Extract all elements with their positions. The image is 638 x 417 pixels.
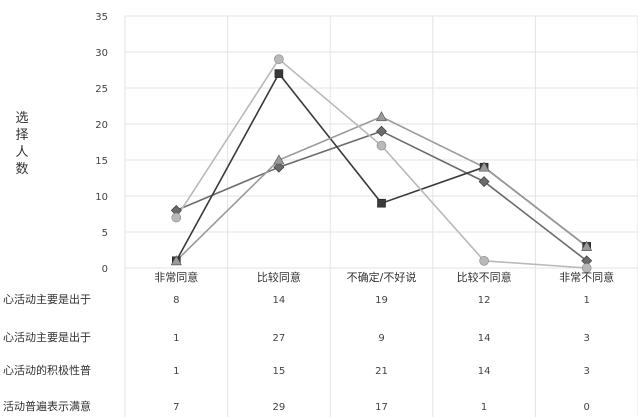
category-label: 比较同意	[257, 270, 301, 284]
table-cell: 17	[375, 402, 388, 413]
series-markers	[170, 54, 593, 273]
category-labels: 非常同意 比较同意 不确定/不好说 比较不同意 非常不同意	[154, 270, 614, 284]
y-axis-label-char: 择	[15, 128, 28, 143]
data-point-diamond	[273, 161, 285, 173]
y-tick-label: 30	[95, 48, 108, 59]
table-cell: 14	[478, 333, 491, 344]
data-point-circle	[581, 263, 592, 273]
table-cell: 7	[173, 402, 179, 413]
category-label: 非常不同意	[559, 270, 614, 284]
data-point-diamond	[478, 176, 490, 188]
table-cell: 12	[478, 295, 491, 306]
data-point-diamond	[376, 125, 387, 137]
y-axis-ticks: 0 5 10 15 20 25 30 35	[95, 12, 108, 275]
data-point-square	[377, 198, 386, 208]
table-row-label: 心活动主要是出于	[3, 330, 91, 344]
data-point-circle	[274, 54, 284, 65]
series-line	[175, 58, 587, 269]
y-tick-label: 15	[95, 156, 108, 167]
grid-lines	[124, 15, 638, 417]
table-cell: 27	[273, 333, 286, 344]
y-tick-label: 35	[95, 12, 108, 23]
series-lines	[175, 58, 588, 269]
table-row-label: 活动普遍表示满意	[3, 399, 91, 413]
data-point-circle	[376, 140, 387, 151]
table-cell: 0	[584, 402, 590, 413]
category-label: 比较不同意	[457, 270, 512, 284]
table-cell: 21	[375, 366, 388, 377]
data-point-triangle	[478, 161, 490, 172]
y-tick-label: 10	[95, 192, 108, 203]
y-tick-label: 0	[102, 264, 108, 275]
table-row-label: 心活动主要是出于	[3, 292, 91, 306]
table-cell: 1	[584, 295, 590, 306]
y-axis-label-char: 人	[15, 145, 28, 160]
data-point-circle	[479, 255, 489, 266]
table-cell: 29	[273, 402, 286, 413]
table-cell: 15	[273, 366, 286, 377]
table-row-label: 心活动的积极性普	[3, 363, 91, 377]
table-cell: 1	[481, 402, 487, 413]
data-point-triangle	[375, 111, 388, 122]
y-axis-label-char: 选	[15, 111, 28, 126]
series-line	[175, 72, 588, 262]
category-label: 不确定/不好说	[347, 270, 417, 284]
y-tick-label: 5	[102, 228, 108, 239]
data-point-square	[274, 69, 284, 78]
table-cell: 1	[173, 366, 179, 377]
table-cell: 3	[584, 333, 590, 344]
y-axis-label-char: 数	[15, 162, 28, 177]
table-cell: 8	[173, 295, 179, 306]
table-cell: 14	[478, 366, 491, 377]
y-tick-label: 20	[95, 120, 108, 131]
data-point-triangle	[273, 154, 285, 165]
category-label: 非常同意	[154, 270, 198, 284]
data-point-circle	[171, 212, 182, 223]
table-cell: 3	[584, 366, 590, 377]
y-tick-label: 25	[95, 84, 108, 95]
table-cell: 1	[173, 333, 179, 344]
table-cell: 9	[378, 333, 384, 344]
table-cell: 19	[375, 295, 388, 306]
data-point-triangle	[581, 240, 593, 251]
table-cell: 14	[273, 295, 286, 306]
data-point-triangle	[170, 255, 182, 266]
series-line	[175, 115, 588, 262]
